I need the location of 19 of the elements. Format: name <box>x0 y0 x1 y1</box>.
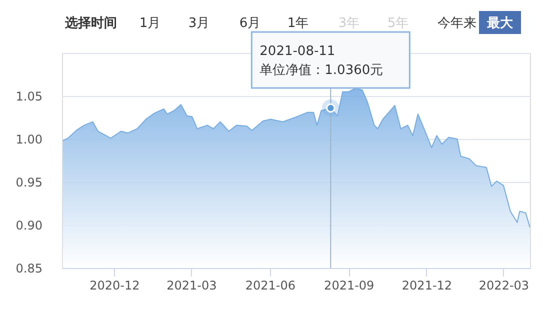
x-tick-label: 2021-09 <box>324 278 374 292</box>
text: 选择时间 <box>64 16 117 31</box>
x-tick-label: 2021-12 <box>402 278 452 292</box>
text: 6月 <box>239 16 261 31</box>
annotation: 2021-08-11 单位净值：1.0360元 <box>260 44 384 78</box>
text: 1月 <box>139 16 161 31</box>
y-tick-label: 0.90 <box>16 218 42 232</box>
text: 今年来 <box>438 16 476 31</box>
y-tick-label: 1.00 <box>16 132 42 146</box>
y-tick-label: 0.95 <box>16 176 42 190</box>
x-tick-label: 2021-03 <box>166 278 217 292</box>
text: 3月 <box>188 16 210 31</box>
y-tick-label: 0.85 <box>16 262 42 276</box>
text: 最大 <box>486 16 514 31</box>
y-tick-label: 1.05 <box>16 90 42 104</box>
text: 1年 <box>287 16 309 31</box>
x-tick-label: 2022-03 <box>478 278 530 292</box>
x-tick-label: 2020-12 <box>90 278 140 292</box>
x-tick-label: 2021-06 <box>245 278 296 292</box>
